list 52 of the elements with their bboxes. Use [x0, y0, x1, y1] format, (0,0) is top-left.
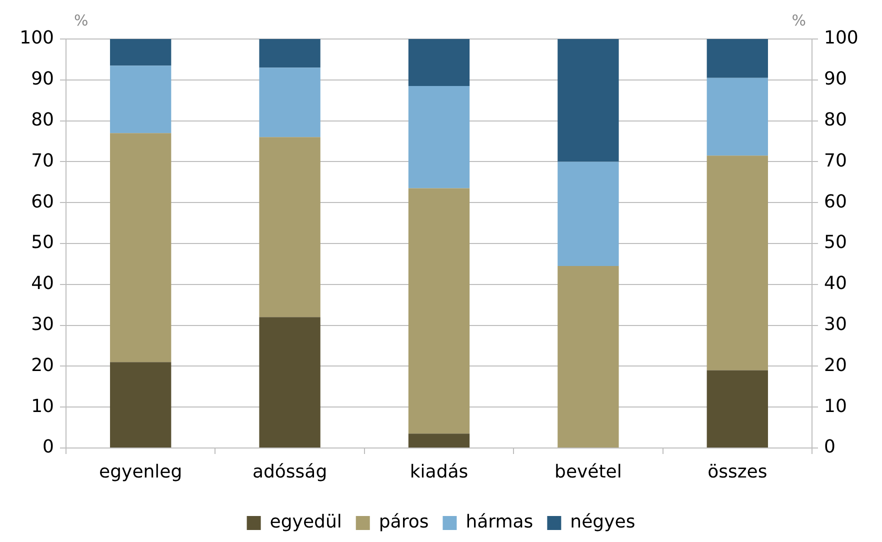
x-tick-label: kiadás — [410, 461, 468, 482]
y-tick-label: 70 — [31, 150, 54, 172]
x-tick-label: adósság — [252, 461, 328, 482]
y2-tick-label: 50 — [824, 232, 847, 254]
y-tick-label: 40 — [31, 273, 54, 294]
bar — [259, 68, 320, 138]
y-tick-label: 10 — [31, 396, 54, 417]
bar — [408, 434, 470, 448]
y-tick-label: 30 — [31, 314, 54, 335]
bar — [408, 86, 470, 188]
y2-tick-label: 80 — [824, 109, 847, 130]
x-tick-label: összes — [708, 461, 768, 482]
legend-label: egyedül — [270, 512, 342, 533]
bar — [558, 39, 619, 162]
y-tick-label: 100 — [20, 28, 54, 49]
y-tick-label: 60 — [31, 191, 54, 212]
y2-tick-label: 30 — [824, 314, 847, 335]
bar — [110, 66, 172, 134]
y2-tick-label: 10 — [824, 396, 847, 417]
y-tick-label: 20 — [31, 354, 54, 376]
y2-tick-label: 60 — [824, 191, 847, 212]
y2-tick-label: 100 — [824, 28, 858, 49]
bar — [110, 362, 172, 448]
legend-label: páros — [378, 512, 429, 533]
y-tick-label: 90 — [31, 68, 54, 90]
x-tick-label: egyenleg — [99, 461, 182, 482]
y-axis-title: % — [74, 11, 88, 30]
bar — [110, 39, 172, 66]
bar — [110, 133, 172, 362]
bar — [259, 317, 320, 448]
y-tick-label: 80 — [31, 109, 54, 130]
y-tick-label: 0 — [42, 436, 54, 458]
legend-label: hármas — [466, 512, 534, 533]
y2-axis-title: % — [792, 11, 806, 30]
bar — [558, 162, 619, 266]
legend-label: négyes — [570, 512, 636, 533]
bar — [259, 137, 320, 318]
y2-tick-label: 90 — [824, 68, 847, 90]
bar — [558, 266, 619, 448]
bar — [706, 156, 768, 370]
y2-tick-label: 40 — [824, 273, 847, 294]
bar — [706, 370, 768, 448]
bar — [408, 188, 470, 434]
x-tick-label: bevétel — [554, 461, 622, 482]
y-tick-label: 50 — [31, 232, 54, 254]
y2-tick-label: 70 — [824, 150, 847, 172]
y2-tick-label: 0 — [824, 436, 836, 458]
y2-tick-label: 20 — [824, 354, 847, 376]
bar — [408, 39, 470, 86]
bar — [259, 39, 320, 68]
bar — [706, 78, 768, 156]
bar — [706, 39, 768, 78]
